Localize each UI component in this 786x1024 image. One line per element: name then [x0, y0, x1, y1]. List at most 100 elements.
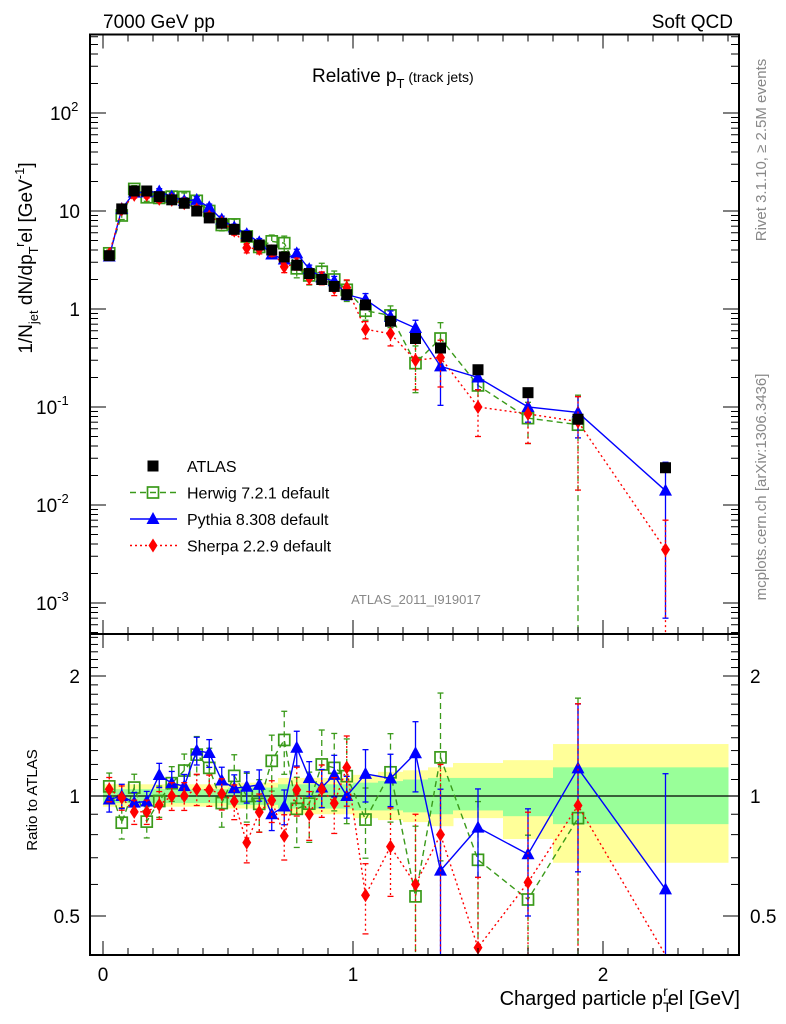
atlas-main-point	[191, 205, 203, 217]
sherpa-ratio-point	[342, 760, 352, 775]
ratio-y-tick-label-right: 2	[750, 667, 761, 688]
pythia-main-point	[521, 400, 535, 412]
tick-exponent: -1	[57, 393, 69, 408]
atlas-main-point	[360, 299, 371, 311]
xlabel-a: Charged particle p	[500, 988, 663, 1010]
sherpa-ratio-point	[167, 789, 177, 803]
pythia-ratio-point	[152, 768, 166, 781]
pythia-main-point	[471, 370, 485, 383]
herwig-main-point	[277, 236, 291, 250]
ylabel-b-sub: T	[26, 246, 41, 254]
atlas-main-point	[410, 333, 421, 345]
sherpa-ratio-point	[436, 827, 445, 842]
pythia-ratio-point	[277, 799, 291, 812]
herwig-ratio-point	[359, 813, 372, 826]
pythia-main-point	[190, 192, 204, 205]
herwig-main-line	[108, 187, 579, 426]
atlas-main-point	[472, 364, 484, 376]
header-right: Soft QCD	[652, 12, 733, 33]
title-main: Relative p	[312, 66, 397, 87]
sherpa-ratio-point	[117, 790, 127, 805]
ylabel-b: dN/dp	[16, 254, 37, 310]
sherpa-ratio-point	[317, 782, 327, 797]
atlas-main-point	[660, 462, 671, 474]
plot-frame	[89, 33, 740, 956]
atlas-main-point	[278, 251, 290, 263]
x-axis-label: Charged particle pTrel [GeV]	[500, 983, 740, 1015]
ylabel-d: ]	[16, 162, 37, 167]
rivet-version-text: Rivet 3.1.10, ≥ 2.5M events	[753, 59, 770, 242]
herwig-ratio-point	[265, 754, 279, 768]
xlabel-sub: T	[663, 999, 672, 1015]
pythia-ratio-point	[571, 761, 585, 774]
pythia-ratio-point	[471, 820, 485, 833]
legend-item-pythia: Pythia 8.308 default	[130, 512, 329, 529]
ylabel-a: 1/N	[16, 324, 37, 354]
pythia-ratio-line	[109, 745, 667, 890]
legend-marker-herwig	[146, 486, 160, 499]
sherpa-main-point	[242, 240, 252, 255]
sherpa-main-point	[361, 322, 370, 337]
pythia-ratio-point	[659, 882, 672, 895]
tick-base: 10	[36, 496, 57, 517]
pythia-main-point	[659, 483, 672, 496]
pythia-main-line	[108, 190, 666, 492]
atlas-main-point	[291, 259, 303, 271]
main-y-axis-label: 1/Njet dN/dpTrel [GeV-1]	[12, 162, 41, 353]
main-y-tick-label: 10-1	[36, 393, 69, 419]
atlas-main-point	[128, 185, 140, 197]
herwig-ratio-point	[434, 751, 447, 764]
pythia-ratio-point	[177, 779, 191, 792]
sherpa-main-point	[279, 259, 289, 274]
sherpa-ratio-point	[242, 835, 252, 850]
pythia-ratio-point	[202, 745, 216, 758]
pythia-ratio-point	[384, 771, 397, 784]
sherpa-ratio-point	[523, 875, 533, 890]
sherpa-ratio-point	[229, 794, 239, 809]
sherpa-main-point	[411, 353, 420, 368]
legend-item-atlas: ATLAS	[147, 459, 237, 476]
x-tick-label: 2	[598, 965, 609, 986]
pythia-ratio-point	[359, 766, 372, 779]
herwig-ratio-point	[115, 816, 129, 830]
atlas-main-point	[522, 387, 534, 399]
legend-label: Herwig 7.2.1 default	[187, 486, 330, 503]
pythia-ratio-point	[302, 771, 316, 784]
main-y-tick-label: 102	[50, 99, 78, 125]
atlas-main-point	[303, 268, 315, 280]
ratio-y-axis-label: Ratio to ATLAS	[24, 749, 41, 850]
ratio-y-tick-label-left: 1	[69, 787, 80, 808]
atlas-main-point	[166, 194, 178, 206]
ylabel-b-sup: r	[12, 242, 27, 247]
plot-title: Relative pT (track jets)	[312, 66, 474, 91]
sherpa-ratio-point	[267, 793, 277, 808]
atlas-main-point	[241, 230, 253, 242]
sherpa-main-point	[661, 542, 670, 557]
ylabel-a-sub: jet	[26, 310, 41, 325]
sherpa-main-point	[436, 350, 445, 365]
legend-label: Sherpa 2.2.9 default	[187, 539, 332, 556]
title-sub: T	[397, 76, 405, 91]
ylabel-c: el [GeV	[16, 179, 37, 243]
sherpa-ratio-point	[361, 888, 370, 903]
ratio-y-tick-label-left: 0.5	[54, 907, 80, 928]
sherpa-ratio-point	[329, 796, 339, 811]
tick-exponent: -2	[57, 491, 69, 506]
header-left: 7000 GeV pp	[103, 12, 215, 33]
sherpa-main-line	[108, 194, 667, 551]
sherpa-ratio-point	[179, 789, 189, 803]
atlas-main-point	[253, 239, 265, 251]
pythia-ratio-point	[265, 807, 279, 820]
sherpa-ratio-point	[154, 797, 164, 812]
sherpa-ratio-point	[304, 807, 314, 822]
pythia-ratio-point	[409, 746, 422, 759]
sherpa-ratio-point	[192, 782, 202, 797]
legend-label: Pythia 8.308 default	[187, 512, 329, 529]
pythia-main-point	[409, 320, 422, 333]
sherpa-ratio-point	[204, 782, 214, 797]
tick-base: 10	[36, 398, 57, 419]
sherpa-ratio-point	[279, 828, 289, 843]
xlabel-b: el [GeV]	[668, 988, 740, 1010]
